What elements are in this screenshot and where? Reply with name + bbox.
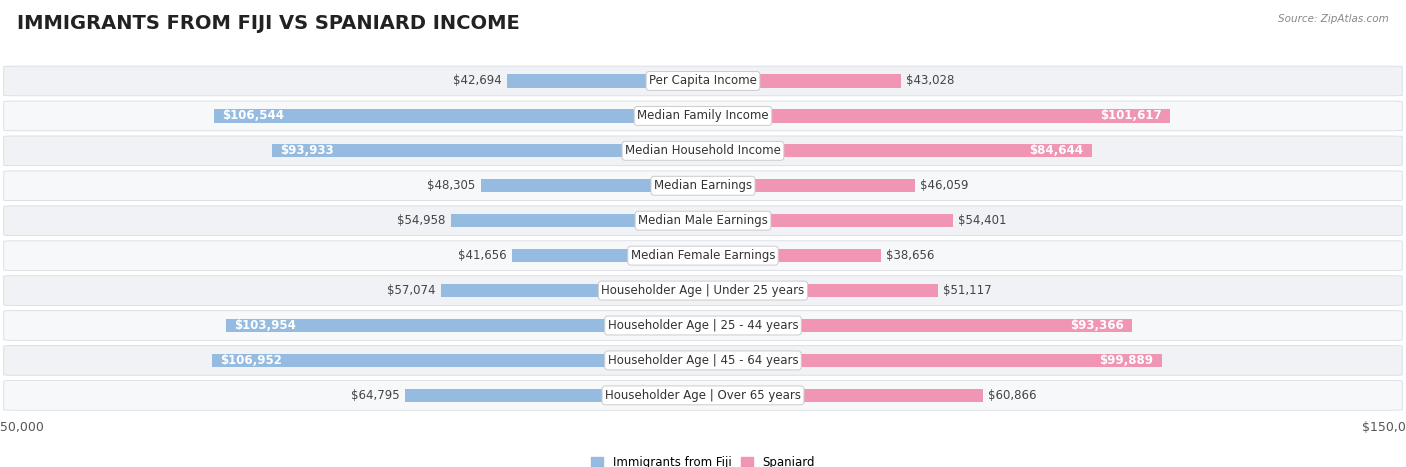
Bar xyxy=(703,249,880,262)
FancyBboxPatch shape xyxy=(4,66,1402,96)
FancyBboxPatch shape xyxy=(4,346,1402,375)
Bar xyxy=(450,214,703,227)
Text: Median Male Earnings: Median Male Earnings xyxy=(638,214,768,227)
Text: $84,644: $84,644 xyxy=(1029,144,1084,157)
Text: Householder Age | Over 65 years: Householder Age | Over 65 years xyxy=(605,389,801,402)
Bar xyxy=(405,389,703,402)
Text: Median Household Income: Median Household Income xyxy=(626,144,780,157)
Text: $106,544: $106,544 xyxy=(222,109,284,122)
FancyBboxPatch shape xyxy=(4,381,1402,410)
FancyBboxPatch shape xyxy=(4,206,1402,235)
Bar xyxy=(703,284,938,297)
Bar xyxy=(703,109,1170,122)
FancyBboxPatch shape xyxy=(4,136,1402,166)
Text: Householder Age | Under 25 years: Householder Age | Under 25 years xyxy=(602,284,804,297)
Text: $93,366: $93,366 xyxy=(1070,319,1123,332)
Text: $38,656: $38,656 xyxy=(886,249,935,262)
Text: $54,958: $54,958 xyxy=(396,214,446,227)
Text: Householder Age | 25 - 44 years: Householder Age | 25 - 44 years xyxy=(607,319,799,332)
Bar xyxy=(703,214,953,227)
Text: Median Family Income: Median Family Income xyxy=(637,109,769,122)
FancyBboxPatch shape xyxy=(4,101,1402,131)
Text: $101,617: $101,617 xyxy=(1099,109,1161,122)
Text: $93,933: $93,933 xyxy=(280,144,333,157)
Text: $43,028: $43,028 xyxy=(905,74,955,87)
Bar xyxy=(481,179,703,192)
FancyBboxPatch shape xyxy=(4,311,1402,340)
Bar xyxy=(271,144,703,157)
Bar xyxy=(703,179,914,192)
Text: $48,305: $48,305 xyxy=(427,179,475,192)
Text: Median Earnings: Median Earnings xyxy=(654,179,752,192)
FancyBboxPatch shape xyxy=(4,241,1402,270)
Bar xyxy=(225,319,703,332)
Bar xyxy=(212,354,703,367)
Text: $60,866: $60,866 xyxy=(988,389,1036,402)
Text: $42,694: $42,694 xyxy=(453,74,502,87)
Bar xyxy=(703,144,1092,157)
Text: $51,117: $51,117 xyxy=(943,284,991,297)
FancyBboxPatch shape xyxy=(4,276,1402,305)
Bar xyxy=(214,109,703,122)
Text: $54,401: $54,401 xyxy=(959,214,1007,227)
Bar xyxy=(703,389,983,402)
Text: $99,889: $99,889 xyxy=(1099,354,1153,367)
Text: Source: ZipAtlas.com: Source: ZipAtlas.com xyxy=(1278,14,1389,24)
Text: $41,656: $41,656 xyxy=(457,249,506,262)
Bar xyxy=(512,249,703,262)
Bar xyxy=(703,319,1132,332)
Text: IMMIGRANTS FROM FIJI VS SPANIARD INCOME: IMMIGRANTS FROM FIJI VS SPANIARD INCOME xyxy=(17,14,520,33)
Text: Per Capita Income: Per Capita Income xyxy=(650,74,756,87)
Bar xyxy=(703,74,901,88)
Bar xyxy=(508,74,703,88)
Text: Householder Age | 45 - 64 years: Householder Age | 45 - 64 years xyxy=(607,354,799,367)
Bar xyxy=(703,354,1161,367)
FancyBboxPatch shape xyxy=(4,171,1402,201)
Text: $64,795: $64,795 xyxy=(352,389,399,402)
Text: $46,059: $46,059 xyxy=(920,179,969,192)
Text: Median Female Earnings: Median Female Earnings xyxy=(631,249,775,262)
Bar xyxy=(441,284,703,297)
Legend: Immigrants from Fiji, Spaniard: Immigrants from Fiji, Spaniard xyxy=(586,451,820,467)
Text: $103,954: $103,954 xyxy=(233,319,295,332)
Text: $57,074: $57,074 xyxy=(387,284,436,297)
Text: $106,952: $106,952 xyxy=(221,354,283,367)
